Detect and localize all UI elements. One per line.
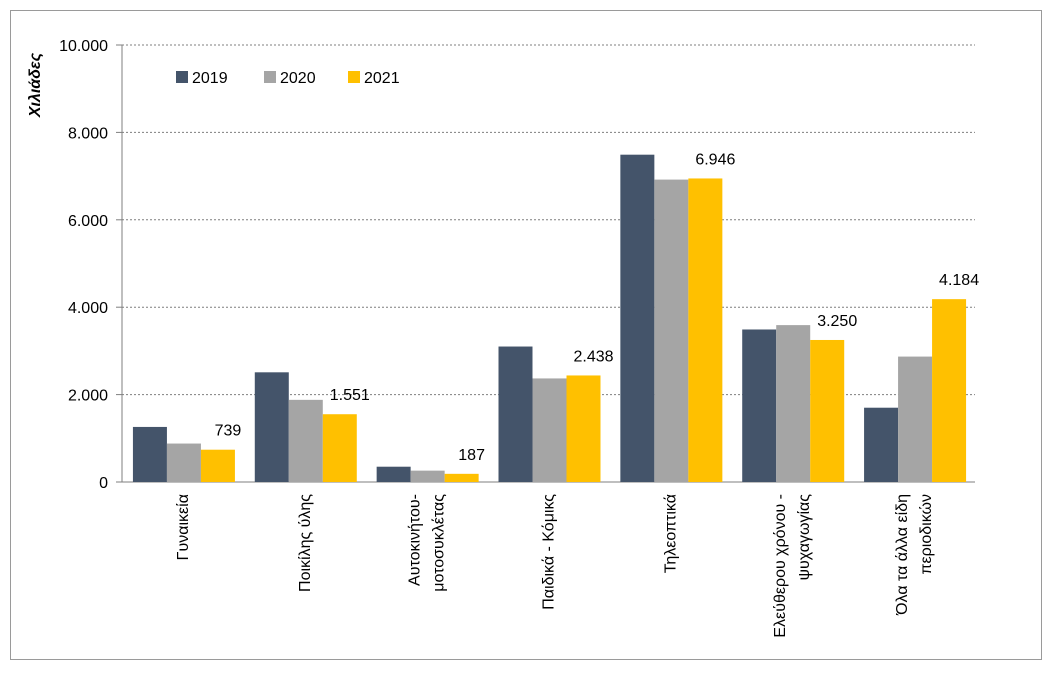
bar-2021-3	[566, 375, 601, 482]
bar-2021-6	[932, 299, 967, 482]
category-label-5: ψυχαγωγίας	[796, 494, 813, 581]
data-label-6: 4.184	[939, 272, 979, 289]
bar-2019-4	[620, 154, 655, 482]
bar-2020-6	[898, 356, 933, 482]
bar-2021-1	[322, 414, 357, 482]
category-label-6: Όλα τα άλλα είδη	[894, 494, 911, 616]
legend-swatch-2021	[348, 71, 360, 83]
bar-2021-4	[688, 178, 723, 483]
bar-2021-5	[810, 339, 845, 482]
bar-2019-0	[132, 426, 167, 482]
y-tick-label: 10.000	[59, 38, 108, 55]
category-label-2: Αυτοκινήτου-	[407, 494, 424, 586]
legend-swatch-2020	[264, 71, 276, 83]
y-tick-label: 2.000	[68, 388, 108, 405]
y-tick-label: 6.000	[68, 213, 108, 230]
category-label-3: Παιδικά - Κόμικς	[541, 494, 558, 610]
data-label-0: 739	[215, 423, 242, 440]
category-label-4: Τηλεοπτικά	[662, 494, 679, 573]
data-label-5: 3.250	[817, 313, 857, 330]
bar-2019-5	[742, 329, 777, 482]
category-label-1: Ποικίλης ύλης	[297, 494, 314, 592]
bar-2021-2	[444, 473, 479, 482]
bar-2019-3	[498, 346, 533, 482]
bar-2019-6	[864, 407, 899, 482]
y-axis-label: Χιλιάδες	[27, 52, 44, 118]
category-label-5: Ελεύθερου χρόνου -	[772, 494, 789, 638]
data-label-4: 6.946	[695, 151, 735, 168]
legend-swatch-2019	[176, 71, 188, 83]
bar-2020-5	[776, 325, 811, 482]
data-label-2: 187	[458, 447, 485, 464]
y-tick-label: 8.000	[68, 125, 108, 142]
y-tick-label: 4.000	[68, 300, 108, 317]
bar-2020-4	[654, 179, 689, 482]
category-label-2: μοτοσυκλέτας	[431, 494, 448, 592]
bar-2020-1	[288, 399, 323, 482]
bar-2020-0	[166, 443, 201, 482]
bar-2020-3	[532, 378, 567, 482]
data-label-1: 1.551	[330, 387, 370, 404]
legend-label-2021: 2021	[364, 70, 400, 87]
bar-2021-0	[200, 449, 235, 482]
bar-2019-2	[376, 466, 411, 482]
bar-2019-1	[254, 372, 289, 482]
data-label-3: 2.438	[573, 348, 613, 365]
bar-2020-2	[410, 470, 445, 482]
chart-frame	[10, 10, 1042, 660]
category-label-0: Γυναικεία	[175, 494, 192, 560]
legend-label-2020: 2020	[280, 70, 316, 87]
y-tick-label: 0	[99, 475, 108, 492]
category-label-6: περιοδικών	[918, 494, 935, 574]
legend-label-2019: 2019	[192, 70, 228, 87]
